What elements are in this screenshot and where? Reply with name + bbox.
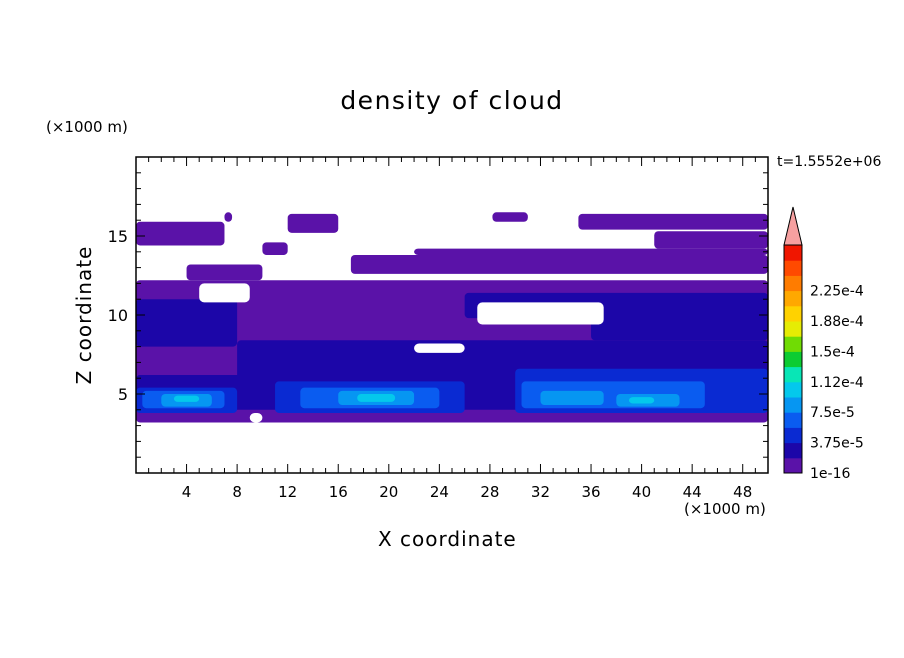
clear-area-0 [136,157,768,211]
colorbar-label-2: 7.5e-5 [810,405,855,421]
colorbar-band-9 [784,321,802,337]
x-tick-label-36: 36 [581,483,600,501]
colorbar-band-0 [784,457,802,474]
colorbar-band-11 [784,290,802,307]
colorbar-label-0: 1e-16 [810,466,850,482]
colorbar-band-8 [784,336,802,352]
density-region-3 [262,242,288,255]
colorbar-band-13 [784,260,802,276]
colorbar-extend-arrow [783,206,803,246]
density-region-0 [136,221,225,246]
y-axis-unit: (×1000 m) [46,118,128,136]
density-region-5 [578,213,768,230]
x-tick-label-44: 44 [683,483,702,501]
colorbar-band-7 [784,351,802,368]
x-tick-label-48: 48 [733,483,752,501]
time-label: t=1.5552e+06 [777,154,882,170]
colorbar-label-3: 1.12e-4 [810,375,864,391]
density-region-4 [492,212,528,222]
x-tick-label-4: 4 [182,483,192,501]
x-tick-label-8: 8 [232,483,242,501]
clear-area-1 [136,422,768,473]
colorbar-band-10 [784,305,802,322]
colorbar-band-4 [784,397,802,413]
x-tick-label-12: 12 [278,483,297,501]
x-tick-label-16: 16 [329,483,348,501]
density-region-25 [540,390,604,406]
x-tick-label-40: 40 [632,483,651,501]
density-region-2 [287,213,339,233]
y-tick-label-5: 5 [118,385,128,404]
density-region-15 [591,305,768,341]
clear-area-3 [477,302,604,325]
colorbar-label-6: 2.25e-4 [810,284,864,300]
chart-title: density of cloud [340,86,564,115]
x-tick-label-24: 24 [430,483,449,501]
colorbar-label-5: 1.88e-4 [810,314,864,330]
density-region-28 [357,394,396,402]
density-region-7 [414,248,768,255]
y-tick-label-15: 15 [108,227,128,246]
density-region-6 [654,231,768,249]
x-tick-label-28: 28 [480,483,499,501]
density-region-9 [186,264,263,281]
x-axis-unit: (×1000 m) [684,500,766,518]
colorbar-band-1 [784,442,802,459]
density-region-1 [224,212,233,222]
colorbar-label-1: 3.75e-5 [810,436,864,452]
density-region-27 [173,395,200,402]
colorbar-band-5 [784,381,802,398]
colorbar-band-14 [784,245,802,261]
colorbar-band-3 [784,412,802,428]
x-tick-label-32: 32 [531,483,550,501]
colorbar-band-12 [784,275,802,292]
clear-area-5 [249,412,263,423]
clear-area-4 [414,343,465,353]
density-region-8 [350,254,768,274]
x-tick-label-20: 20 [379,483,398,501]
density-region-12 [136,299,238,347]
colorbar-frame [783,244,803,474]
colorbar-band-2 [784,427,802,444]
colorbar-label-4: 1.5e-4 [810,344,855,360]
colorbar-band-6 [784,366,802,383]
x-axis-label: X coordinate [378,527,517,551]
density-region-29 [628,397,655,404]
clear-area-2 [199,283,250,303]
y-axis-label: Z coordinate [72,245,96,385]
y-tick-label-10: 10 [108,306,128,325]
